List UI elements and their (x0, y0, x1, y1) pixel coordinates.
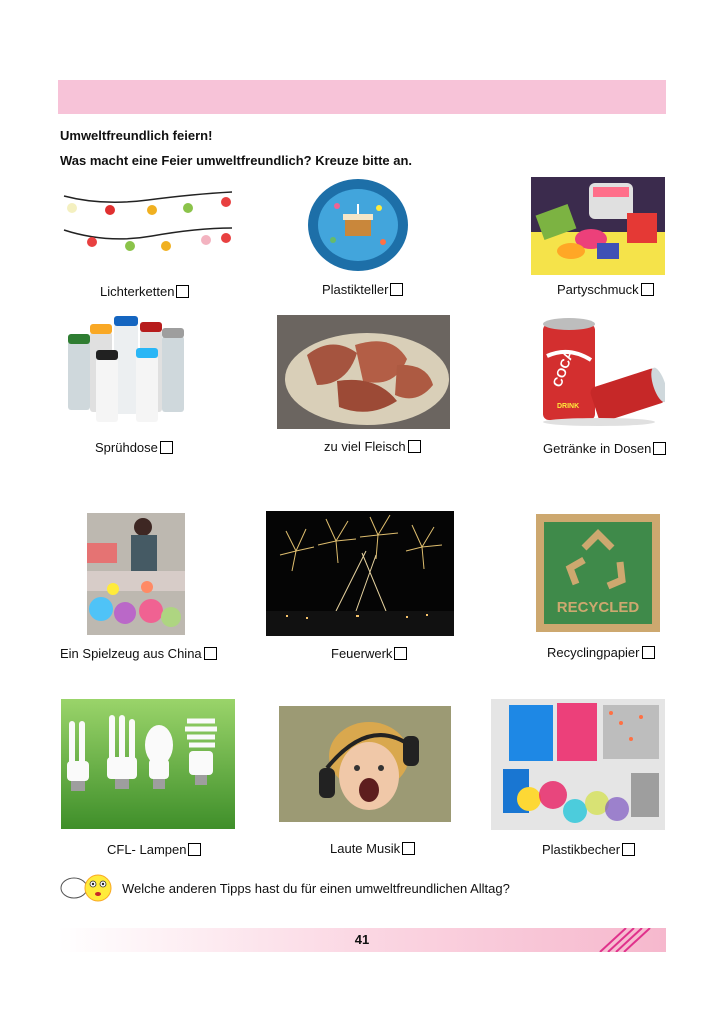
toy-factory-image (87, 513, 185, 635)
item-plastikbecher[interactable]: Plastikbecher (542, 842, 636, 857)
worksheet-instruction: Was macht eine Feier umweltfreundlich? K… (60, 153, 413, 168)
loud-music-image (279, 706, 451, 822)
item-label: Ein Spielzeug aus China (60, 646, 202, 661)
item-zu-viel-fleisch[interactable]: zu viel Fleisch (324, 439, 421, 454)
page-footer: 41 (58, 928, 666, 952)
checkbox[interactable] (402, 842, 416, 855)
checkbox[interactable] (159, 441, 173, 454)
worksheet-title: Umweltfreundlich feiern! (60, 128, 213, 143)
plastic-cups-image (491, 699, 665, 830)
item-label: Plastikteller (322, 282, 389, 297)
soda-cans-image: COCA DRINK (533, 316, 665, 428)
checkbox[interactable] (188, 843, 202, 856)
item-label: Partyschmuck (557, 282, 639, 297)
cfl-lamps-image (61, 699, 235, 829)
item-feuerwerk[interactable]: Feuerwerk (331, 646, 408, 661)
decorative-stripes (599, 928, 651, 952)
item-label: Sprühdose (95, 440, 158, 455)
recycled-paper-image: RECYCLED (536, 514, 660, 632)
item-label: zu viel Fleisch (324, 439, 406, 454)
checkbox[interactable] (203, 647, 217, 660)
item-lichterketten[interactable]: Lichterketten (100, 284, 190, 299)
item-label: Getränke in Dosen (543, 441, 652, 456)
item-label: Laute Musik (330, 841, 401, 856)
party-decoration-image (531, 177, 665, 275)
item-getraenke-in-dosen[interactable]: Getränke in Dosen (543, 441, 667, 456)
item-partyschmuck[interactable]: Partyschmuck (557, 282, 654, 297)
item-spruehdose[interactable]: Sprühdose (95, 440, 173, 455)
checkbox[interactable] (653, 442, 667, 455)
fireworks-image (266, 511, 454, 636)
checkbox[interactable] (641, 646, 655, 659)
item-laute-musik[interactable]: Laute Musik (330, 841, 416, 856)
tip-row: Welche anderen Tipps hast du für einen u… (60, 872, 510, 904)
fairy-lights-image (62, 182, 234, 266)
checkbox[interactable] (394, 647, 408, 660)
checkbox[interactable] (176, 285, 190, 298)
paper-plate-image (307, 178, 409, 272)
spray-cans-image (62, 310, 190, 428)
item-plastikteller[interactable]: Plastikteller (322, 282, 404, 297)
item-label: Plastikbecher (542, 842, 621, 857)
recycled-text: RECYCLED (557, 599, 640, 616)
item-label: Feuerwerk (331, 646, 393, 661)
meat-platter-image (277, 315, 450, 429)
checkbox[interactable] (390, 283, 404, 296)
item-spielzeug-aus-china[interactable]: Ein Spielzeug aus China (60, 646, 217, 661)
item-label: CFL- Lampen (107, 842, 187, 857)
item-label: Recyclingpapier (547, 645, 640, 660)
can-drink-text: DRINK (557, 403, 579, 410)
page-number: 41 (354, 932, 370, 947)
thinking-smiley-icon (60, 874, 112, 902)
checkbox[interactable] (622, 843, 636, 856)
item-recyclingpapier[interactable]: Recyclingpapier (547, 645, 655, 660)
header-bar (58, 80, 666, 114)
checkbox[interactable] (407, 440, 421, 453)
item-cfl-lampen[interactable]: CFL- Lampen (107, 842, 202, 857)
item-label: Lichterketten (100, 284, 175, 299)
checkbox[interactable] (640, 283, 654, 296)
tip-question: Welche anderen Tipps hast du für einen u… (122, 880, 510, 896)
